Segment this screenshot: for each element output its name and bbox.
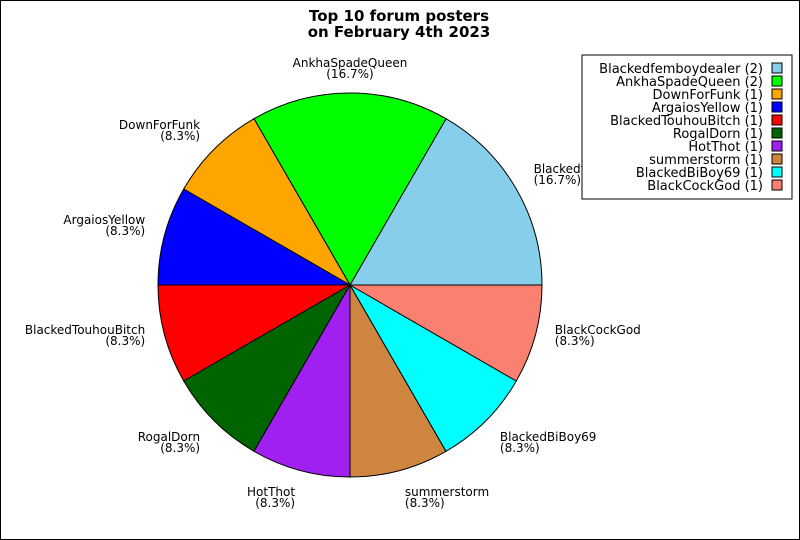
- pie-slice-blackcockgod: [348, 284, 543, 382]
- pie-slice-summerstorm: [349, 283, 447, 478]
- slice-label-name: RogalDorn: [138, 430, 200, 444]
- legend: Blackedfemboydealer (2)AnkhaSpadeQueen (…: [581, 54, 793, 200]
- legend-entry-label: RogalDorn (1): [673, 127, 763, 142]
- legend-swatch: [771, 88, 783, 100]
- slice-label-name: HotThot: [247, 485, 295, 499]
- pie-slice-argaiosyellow: [157, 188, 352, 286]
- slice-label-name: BlackedTouhouBitch: [25, 323, 145, 337]
- legend-swatch: [771, 114, 783, 126]
- legend-entry-label: BlackedTouhouBitch (1): [610, 114, 763, 129]
- pie-slice-downforfunk: [183, 118, 352, 287]
- slice-label-percent: (8.3%): [105, 224, 145, 238]
- legend-entry-label: DownForFunk (1): [653, 88, 763, 103]
- pie-slice-blackedfemboydealer: [349, 118, 543, 286]
- slice-label-percent: (8.3%): [405, 496, 445, 510]
- legend-swatch: [771, 127, 783, 139]
- slice-label-percent: (8.3%): [160, 441, 200, 455]
- slice-label-percent: (16.7%): [534, 173, 581, 187]
- legend-swatch: [771, 101, 783, 113]
- pie-slice-ankhaspadequeen: [253, 92, 447, 287]
- pie-slice-rogaldorn: [183, 283, 352, 452]
- pie-slice-blackedtouhoubitch: [157, 284, 352, 382]
- legend-swatch: [771, 75, 783, 87]
- slice-label-percent: (8.3%): [160, 129, 200, 143]
- legend-swatch: [771, 153, 783, 165]
- legend-entry-label: Blackedfemboydealer (2): [599, 62, 763, 77]
- slice-label-name: BlackedBiBoy69: [500, 430, 597, 444]
- chart-title: Top 10 forum posters on February 4th 2023: [308, 7, 491, 41]
- pie-slices: [157, 92, 543, 478]
- legend-entry-label: summerstorm (1): [649, 153, 763, 168]
- legend-box: [581, 54, 793, 200]
- legend-entry-label: ArgaiosYellow (1): [652, 101, 763, 116]
- slice-label-name: ArgaiosYellow: [63, 213, 145, 227]
- slice-label-name: AnkhaSpadeQueen: [293, 56, 408, 70]
- legend-swatch: [771, 62, 783, 74]
- slice-label-name: summerstorm: [405, 485, 489, 499]
- slice-label-name: DownForFunk: [119, 118, 200, 132]
- legend-entry-label: HotThot (1): [688, 140, 763, 155]
- legend-entry-label: BlackedBiBoy69 (1): [636, 166, 763, 181]
- legend-entry-label: AnkhaSpadeQueen (2): [616, 75, 763, 90]
- pie-slice-blackedbiboy69: [348, 283, 517, 452]
- slice-label-percent: (8.3%): [500, 441, 540, 455]
- slice-label-percent: (8.3%): [105, 334, 145, 348]
- slice-label-percent: (8.3%): [255, 496, 295, 510]
- legend-entry-label: BlackCockGod (1): [647, 179, 763, 194]
- slice-label-percent: (8.3%): [555, 334, 595, 348]
- legend-swatch: [771, 179, 783, 191]
- slice-label-percent: (16.7%): [326, 67, 373, 81]
- chart-title-line: Top 10 forum posters: [309, 7, 489, 25]
- slice-label-name: BlackCockGod: [555, 323, 641, 337]
- legend-swatch: [771, 140, 783, 152]
- legend-swatch: [771, 166, 783, 178]
- pie-slice-hotthot: [253, 283, 351, 478]
- chart-title-line: on February 4th 2023: [308, 23, 491, 41]
